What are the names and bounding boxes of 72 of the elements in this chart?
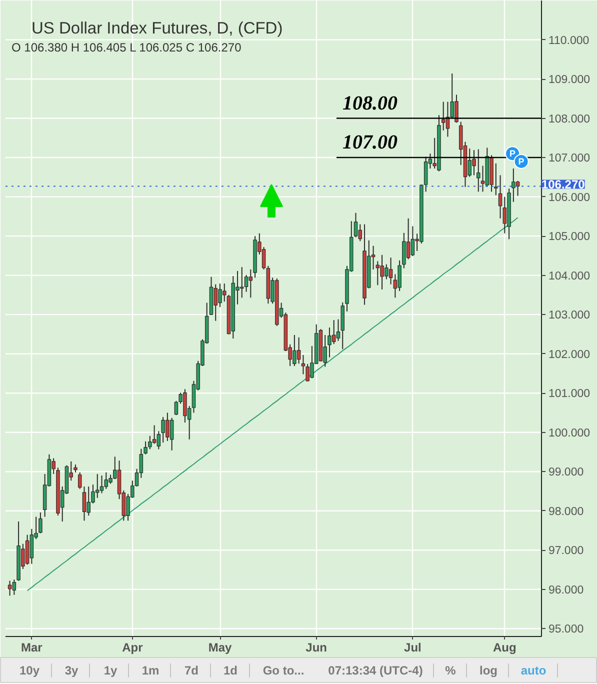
candlestick <box>476 148 480 192</box>
x-tick-label: Mar <box>21 640 43 654</box>
text: log <box>480 664 498 678</box>
candlestick <box>25 534 30 566</box>
y-tick-label: 107.000 <box>548 152 590 165</box>
candlestick <box>301 354 306 375</box>
candlestick <box>398 260 402 292</box>
candlestick <box>354 212 358 238</box>
candlestick <box>323 334 327 368</box>
text: 1d <box>224 664 238 678</box>
line-series <box>26 217 518 592</box>
y-tick-label: 100.000 <box>548 427 590 440</box>
y-tick-label: 103.000 <box>548 310 590 322</box>
candlestick <box>498 174 502 219</box>
y-tick-label: 97.000 <box>548 545 584 558</box>
text: % <box>445 664 456 678</box>
text: 1y <box>104 664 118 678</box>
ref-line-label: 107.00 <box>342 132 398 154</box>
candlestick <box>332 320 336 345</box>
text: US Dollar Index Futures, D, (CFD) <box>32 20 283 38</box>
ref-line-label: 106.270 <box>541 178 586 192</box>
candlestick <box>170 417 174 451</box>
y-tick-label: 95.000 <box>548 624 584 636</box>
y-tick-label: 99.000 <box>548 466 584 479</box>
candlestick <box>156 430 161 450</box>
candlestick <box>402 232 406 269</box>
text: 07:13:34 (UTC-4) <box>328 664 423 678</box>
candlestick <box>8 580 12 596</box>
candlestick <box>174 400 178 416</box>
text: 10y <box>19 664 40 678</box>
annotation: P <box>510 148 516 159</box>
candlestick <box>410 226 415 257</box>
y-tick-label: 106.000 <box>548 192 590 204</box>
y-tick-label: 110.000 <box>548 34 590 47</box>
text: O 106.380 H 106.405 L 106.025 C 106.270 <box>12 40 242 54</box>
candlestick <box>100 475 104 494</box>
y-tick-label: 98.000 <box>548 506 584 518</box>
x-tick-label: Apr <box>122 640 144 654</box>
y-tick-label: 104.000 <box>548 270 590 282</box>
candlestick <box>104 472 108 490</box>
candlestick <box>494 162 498 196</box>
x-tick-label: Jul <box>404 640 422 654</box>
y-tick-label: 105.000 <box>548 231 590 244</box>
candlestick <box>30 528 34 564</box>
x-tick-label: Jun <box>306 640 328 654</box>
ref-line-label: 108.00 <box>342 92 398 114</box>
y-tick-label: 102.000 <box>548 348 590 361</box>
candlestick <box>38 512 42 534</box>
text: 1m <box>142 664 160 678</box>
text: 7d <box>184 664 199 678</box>
y-tick-label: 96.000 <box>548 584 584 596</box>
candlestick <box>148 435 152 450</box>
candlestick <box>502 196 507 234</box>
candlestick <box>441 101 446 131</box>
candlestick <box>296 336 301 364</box>
text: auto <box>520 664 546 678</box>
candlestick <box>388 257 393 285</box>
x-tick-label: Aug <box>492 640 516 654</box>
text: 3y <box>64 664 78 678</box>
y-tick-label: 101.000 <box>548 388 590 400</box>
candlestick <box>512 168 516 202</box>
y-tick-label: 109.000 <box>548 74 590 86</box>
annotation: P <box>518 156 524 166</box>
candlestick <box>144 440 148 455</box>
x-tick-label: May <box>208 640 232 654</box>
candlestick <box>12 579 16 596</box>
candlestick <box>244 274 248 292</box>
candlestick <box>152 424 156 444</box>
text: Go to... <box>262 664 304 678</box>
candlestick <box>248 268 253 298</box>
y-tick-label: 108.000 <box>548 113 590 126</box>
candlestick <box>336 318 340 342</box>
